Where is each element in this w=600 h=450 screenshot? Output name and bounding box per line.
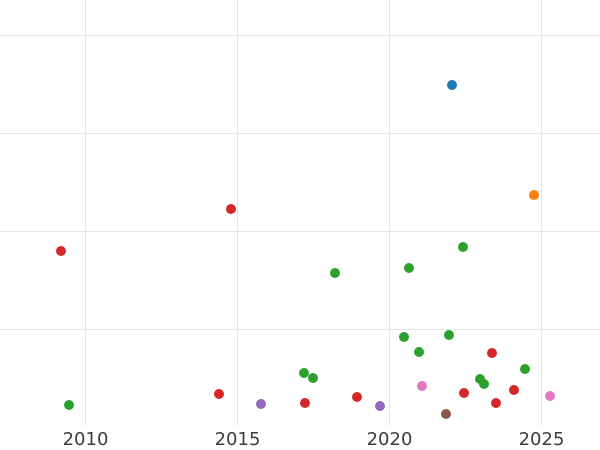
data-point-red [509,384,520,395]
x-tick-label: 2015 [214,429,261,450]
horizontal-gridline [0,34,600,36]
data-point-green [64,399,75,410]
data-point-red [458,387,469,398]
data-point-green [329,267,340,278]
x-tick-label: 2010 [62,429,109,450]
data-point-red [299,397,310,408]
data-point-orange [528,190,539,201]
vertical-gridline [85,0,86,426]
data-point-purple [255,398,266,409]
data-point-green [457,242,468,253]
data-point-green [399,331,410,342]
data-point-red [486,348,497,359]
data-point-red [55,246,66,257]
horizontal-gridline [0,231,600,233]
data-point-brown [441,409,452,420]
data-point-pink [545,390,555,401]
x-tick-label: 2025 [518,429,565,450]
data-point-green [520,364,531,375]
data-point-purple [374,400,385,411]
data-point-red [226,204,237,214]
x-tick-label: 2020 [366,429,413,450]
horizontal-gridline [0,132,600,134]
data-point-green [299,368,310,379]
data-point-red [213,388,224,399]
data-point-green [307,372,318,383]
data-point-pink [417,380,428,391]
data-point-green [444,329,455,340]
data-point-blue [447,80,458,91]
data-point-green [479,378,490,389]
data-point-red [351,391,362,402]
data-point-green [403,262,414,273]
vertical-gridline [389,0,390,426]
vertical-gridline [541,0,542,426]
data-point-green [414,347,425,358]
data-point-red [490,397,501,408]
vertical-gridline [237,0,238,426]
data-point-green [474,373,485,384]
horizontal-gridline [0,329,600,331]
